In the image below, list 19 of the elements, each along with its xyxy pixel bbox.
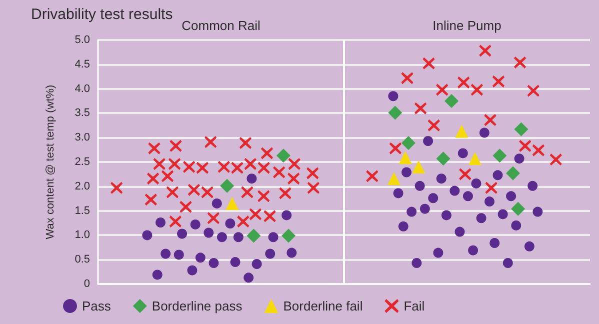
y-tick-label: 4.5 <box>74 58 90 70</box>
x-tick-label: Common Rail <box>182 18 260 33</box>
y-tick-label: 0.5 <box>74 254 90 266</box>
y-tick-label: 0 <box>84 278 90 290</box>
legend-label: Borderline fail <box>283 298 363 314</box>
legend-label: Fail <box>404 298 425 314</box>
y-axis-title: Wax content @ test temp (wt%) <box>44 84 56 240</box>
y-tick-label: 4.0 <box>74 82 90 95</box>
y-tick-label: 3.0 <box>74 132 90 144</box>
y-tick-label: 1.0 <box>74 229 90 242</box>
y-tick-label: 2.5 <box>74 156 90 168</box>
y-tick-label: 1.5 <box>74 204 90 217</box>
y-tick-label: 2.0 <box>74 180 90 192</box>
legend-label: Pass <box>82 298 112 314</box>
y-tick-label: 3.5 <box>74 107 90 120</box>
legend-label: Borderline pass <box>152 298 243 314</box>
x-tick-label: Inline Pump <box>432 18 502 33</box>
chart-title: Drivability test results <box>31 6 173 23</box>
y-tick-label: 5.0 <box>74 34 90 46</box>
